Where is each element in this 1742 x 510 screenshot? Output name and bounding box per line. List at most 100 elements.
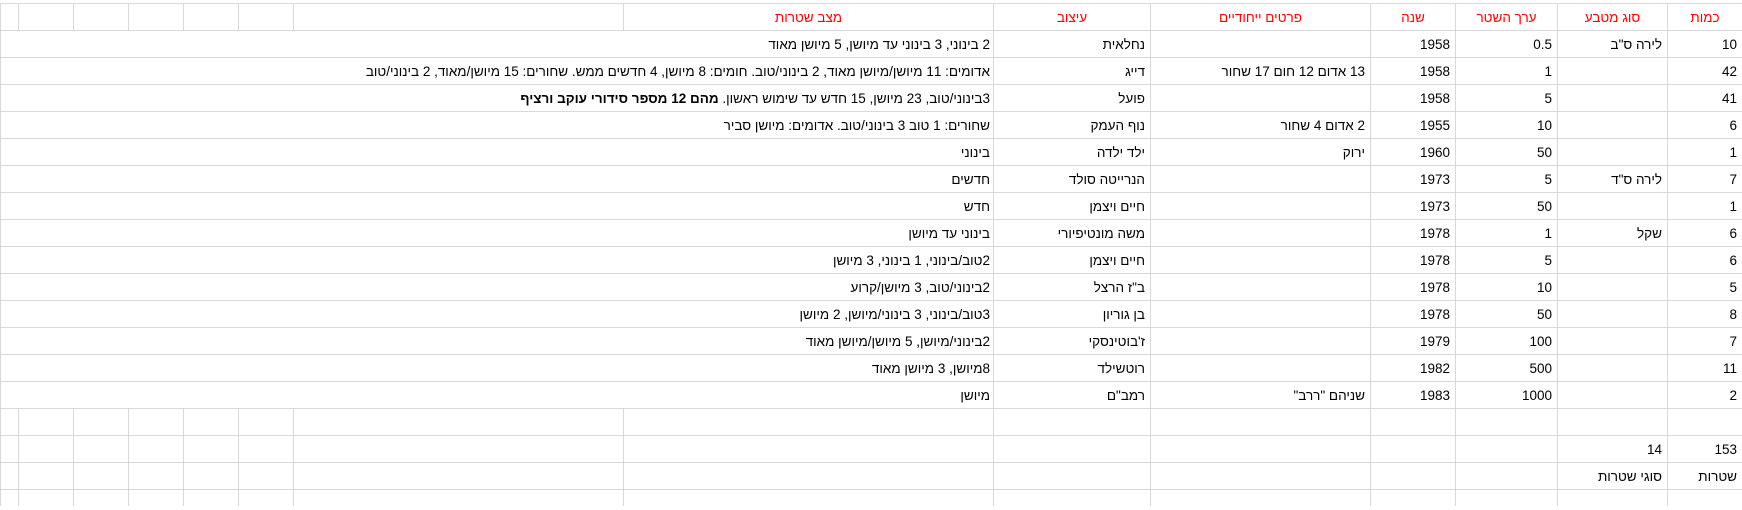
cell-currency-type[interactable] [1557, 273, 1668, 301]
cell-year[interactable]: 1958 [1370, 84, 1456, 112]
cell-qty[interactable]: 1 [1667, 138, 1742, 166]
empty-cell[interactable] [1557, 489, 1668, 506]
empty-cell[interactable] [293, 408, 624, 436]
empty-cell[interactable] [18, 408, 74, 436]
cell-note-value[interactable]: 1 [1455, 57, 1558, 85]
empty-cell[interactable] [238, 489, 294, 506]
empty-cell[interactable] [0, 3, 19, 31]
column-header-design[interactable]: עיצוב [993, 3, 1151, 31]
cell-design[interactable]: ב"ז הרצל [993, 273, 1151, 301]
cell-note-value[interactable]: 100 [1455, 327, 1558, 355]
cell-qty[interactable]: 7 [1667, 327, 1742, 355]
cell-currency-type[interactable]: שקל [1557, 219, 1668, 247]
cell-unique-details[interactable] [1150, 273, 1371, 301]
empty-cell[interactable] [623, 462, 994, 490]
cell-note-value[interactable]: 500 [1455, 354, 1558, 382]
empty-cell[interactable] [293, 435, 624, 463]
cell-condition[interactable]: בינוני [0, 138, 994, 166]
column-header-unique-details[interactable]: פרטים ייחודיים [1150, 3, 1371, 31]
cell-note-value[interactable]: 50 [1455, 300, 1558, 328]
empty-cell[interactable] [128, 489, 184, 506]
empty-cell[interactable] [18, 435, 74, 463]
cell-condition[interactable]: 2בינוני/טוב, 3 מיושן/קרוע [0, 273, 994, 301]
empty-cell[interactable] [1370, 489, 1456, 506]
cell-unique-details[interactable]: שניהם "ררב" [1150, 381, 1371, 409]
cell-qty[interactable]: 6 [1667, 246, 1742, 274]
cell-unique-details[interactable] [1150, 246, 1371, 274]
empty-cell[interactable] [18, 489, 74, 506]
empty-cell[interactable] [0, 462, 19, 490]
cell-currency-type[interactable] [1557, 246, 1668, 274]
cell-unique-details[interactable]: ירוק [1150, 138, 1371, 166]
cell-year[interactable]: 1978 [1370, 300, 1456, 328]
empty-cell[interactable] [238, 462, 294, 490]
cell-design[interactable]: בן גוריון [993, 300, 1151, 328]
cell-design[interactable]: רמב"ם [993, 381, 1151, 409]
cell-condition[interactable]: חדש [0, 192, 994, 220]
empty-cell[interactable] [623, 489, 994, 506]
cell-design[interactable]: חיים ויצמן [993, 246, 1151, 274]
cell-qty[interactable]: 10 [1667, 30, 1742, 58]
cell-qty[interactable]: 42 [1667, 57, 1742, 85]
cell-note-value[interactable]: 1000 [1455, 381, 1558, 409]
empty-cell[interactable] [1557, 408, 1668, 436]
cell-note-value[interactable]: 5 [1455, 165, 1558, 193]
cell-unique-details[interactable]: 2 אדום 4 שחור [1150, 111, 1371, 139]
empty-cell[interactable] [238, 3, 294, 31]
cell-design[interactable]: נחלאית [993, 30, 1151, 58]
cell-unique-details[interactable] [1150, 192, 1371, 220]
empty-cell[interactable] [128, 408, 184, 436]
cell-condition[interactable]: חדשים [0, 165, 994, 193]
empty-cell[interactable] [0, 435, 19, 463]
empty-cell[interactable] [73, 3, 129, 31]
empty-cell[interactable] [993, 435, 1151, 463]
empty-cell[interactable] [128, 462, 184, 490]
cell-qty[interactable]: 8 [1667, 300, 1742, 328]
empty-cell[interactable] [993, 408, 1151, 436]
empty-cell[interactable] [18, 3, 74, 31]
cell-condition[interactable]: 3טוב/בינוני, 3 בינוני/מיושן, 2 מיושן [0, 300, 994, 328]
empty-cell[interactable] [1370, 462, 1456, 490]
cell-design[interactable]: פועל [993, 84, 1151, 112]
empty-cell[interactable] [1150, 435, 1371, 463]
empty-cell[interactable] [128, 435, 184, 463]
cell-unique-details[interactable] [1150, 219, 1371, 247]
cell-condition[interactable]: 3בינוני/טוב, 23 מיושן, 15 חדש עד שימוש ר… [0, 84, 994, 112]
empty-cell[interactable] [1455, 462, 1558, 490]
empty-cell[interactable] [1150, 408, 1371, 436]
cell-design[interactable]: הנרייטה סולד [993, 165, 1151, 193]
cell-condition[interactable]: 8מיושן, 3 מיושן מאוד [0, 354, 994, 382]
empty-cell[interactable] [183, 435, 239, 463]
cell-condition[interactable]: שחורים: 1 טוב 3 בינוני/טוב. אדומים: מיוש… [0, 111, 994, 139]
cell-qty[interactable]: 7 [1667, 165, 1742, 193]
cell-condition[interactable]: 2 בינוני, 3 בינוני עד מיושן, 5 מיושן מאו… [0, 30, 994, 58]
empty-cell[interactable] [0, 489, 19, 506]
empty-cell[interactable] [1455, 489, 1558, 506]
types-label-cell[interactable]: סוגי שטרות [1557, 462, 1668, 490]
cell-unique-details[interactable] [1150, 354, 1371, 382]
cell-currency-type[interactable] [1557, 354, 1668, 382]
cell-note-value[interactable]: 1 [1455, 219, 1558, 247]
cell-currency-type[interactable]: לירה ס"ב [1557, 30, 1668, 58]
empty-cell[interactable] [1370, 435, 1456, 463]
cell-year[interactable]: 1978 [1370, 246, 1456, 274]
cell-year[interactable]: 1973 [1370, 192, 1456, 220]
cell-currency-type[interactable]: לירה ס"ד [1557, 165, 1668, 193]
cell-qty[interactable]: 41 [1667, 84, 1742, 112]
cell-year[interactable]: 1955 [1370, 111, 1456, 139]
cell-condition[interactable]: מיושן [0, 381, 994, 409]
cell-currency-type[interactable] [1557, 300, 1668, 328]
empty-cell[interactable] [293, 489, 624, 506]
empty-cell[interactable] [993, 489, 1151, 506]
column-header-condition[interactable]: מצב שטרות [623, 3, 994, 31]
empty-cell[interactable] [73, 489, 129, 506]
empty-cell[interactable] [18, 462, 74, 490]
cell-unique-details[interactable] [1150, 165, 1371, 193]
cell-year[interactable]: 1978 [1370, 219, 1456, 247]
cell-note-value[interactable]: 50 [1455, 138, 1558, 166]
cell-design[interactable]: משה מונטיפיורי [993, 219, 1151, 247]
cell-design[interactable]: חיים ויצמן [993, 192, 1151, 220]
empty-cell[interactable] [183, 408, 239, 436]
column-header-qty[interactable]: כמות [1667, 3, 1742, 31]
cell-currency-type[interactable] [1557, 327, 1668, 355]
